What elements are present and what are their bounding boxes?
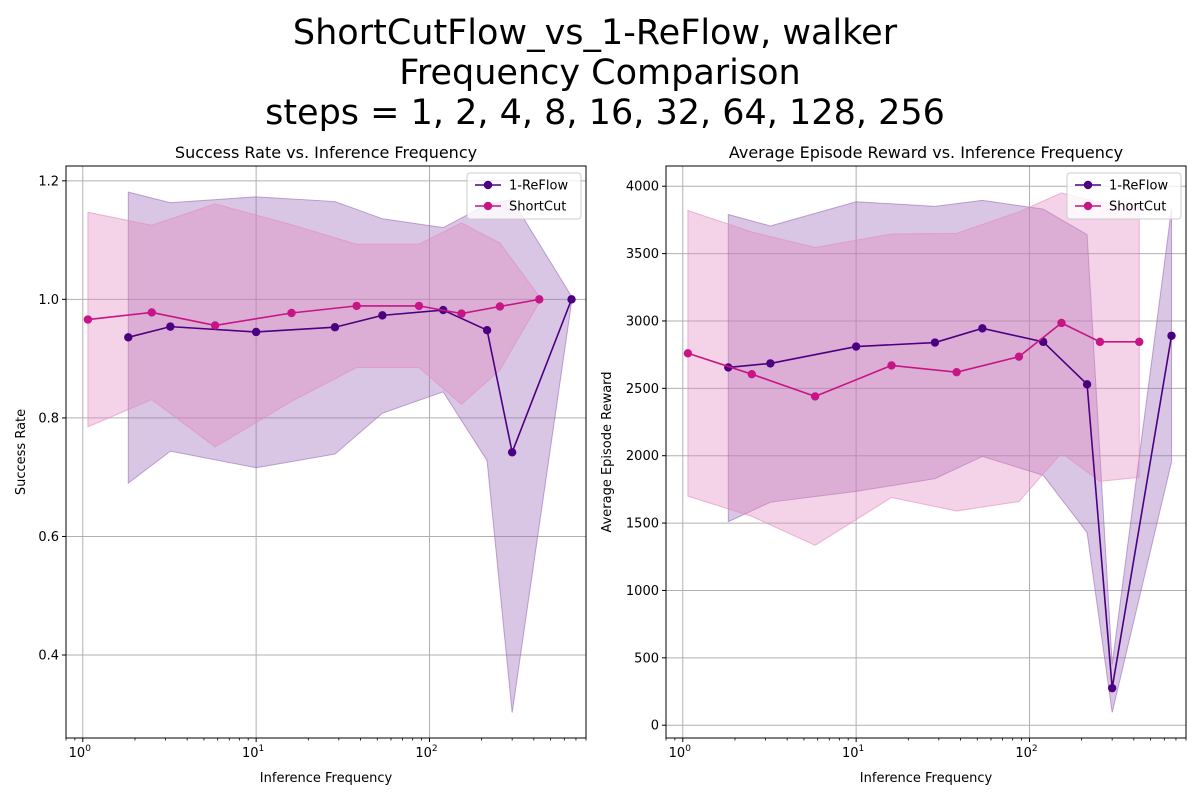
band-shortcut	[687, 192, 1140, 546]
x-tick-exponent: 1	[859, 744, 865, 754]
y-tick-label: 1.2	[38, 174, 59, 189]
legend-label-reflow: 1-ReFlow	[1109, 179, 1168, 194]
axes-frame	[665, 165, 1187, 739]
x-tick-label: 100	[69, 744, 92, 761]
point-shortcut	[83, 315, 93, 324]
point-reflow	[507, 448, 517, 457]
point-shortcut	[495, 302, 505, 311]
x-tick-base: 10	[669, 746, 686, 761]
point-reflow	[378, 311, 387, 320]
point-reflow	[251, 327, 261, 337]
legend-marker-reflow	[1083, 180, 1093, 190]
y-tick-label: 0	[651, 719, 659, 734]
point-reflow	[482, 325, 492, 335]
y-tick-label: 1000	[626, 584, 659, 599]
y-tick-label: 0.4	[38, 649, 59, 664]
y-tick-label: 2000	[626, 449, 659, 464]
point-shortcut	[1057, 318, 1066, 328]
x-axis-label: Inference Frequency	[260, 771, 393, 786]
legend-marker-reflow	[483, 180, 493, 190]
point-shortcut	[683, 349, 693, 358]
point-reflow	[766, 359, 775, 368]
point-reflow	[1107, 683, 1117, 693]
point-shortcut	[535, 295, 544, 304]
point-shortcut	[457, 309, 466, 318]
point-reflow	[851, 342, 861, 351]
legend-marker-shortcut	[483, 201, 493, 211]
point-reflow	[330, 323, 340, 332]
y-tick-label: 1.0	[38, 293, 59, 308]
point-shortcut	[1014, 352, 1024, 361]
y-axis-label: Success Rate	[14, 409, 29, 495]
x-tick-base: 10	[242, 746, 259, 761]
x-tick-exponent: 1	[259, 744, 265, 754]
point-shortcut	[1095, 337, 1105, 347]
point-shortcut	[352, 301, 361, 311]
point-reflow	[930, 338, 940, 347]
point-reflow	[166, 322, 175, 331]
x-tick-exponent: 2	[432, 744, 438, 754]
y-tick-label: 2500	[626, 382, 659, 397]
y-tick-label: 0.8	[38, 411, 59, 426]
y-tick-label: 3000	[626, 314, 659, 329]
point-shortcut	[952, 367, 961, 377]
point-reflow	[124, 333, 133, 342]
plot-area	[683, 192, 1176, 713]
point-reflow	[1167, 331, 1176, 340]
point-shortcut	[1135, 337, 1144, 347]
point-shortcut	[210, 321, 220, 330]
point-shortcut	[887, 361, 896, 370]
x-tick-base: 10	[1015, 746, 1032, 761]
suptitle-line-2: Frequency Comparison	[399, 53, 801, 93]
band-reflow	[727, 199, 1173, 713]
axes-frame	[65, 165, 587, 739]
chart-title: Average Episode Reward vs. Inference Fre…	[729, 143, 1123, 162]
y-axis-label: Average Episode Reward	[600, 371, 615, 532]
x-tick-exponent: 0	[85, 744, 91, 754]
point-reflow	[1082, 380, 1092, 389]
chart-title: Success Rate vs. Inference Frequency	[175, 143, 477, 162]
point-reflow	[978, 324, 987, 333]
point-shortcut	[147, 308, 156, 317]
x-tick-label: 102	[415, 744, 437, 761]
y-tick-label: 3500	[626, 247, 659, 262]
y-tick-label: 1500	[626, 517, 659, 532]
y-tick-label: 4000	[626, 180, 659, 195]
point-shortcut	[747, 369, 756, 379]
x-tick-label: 102	[1015, 744, 1037, 761]
point-reflow	[567, 295, 576, 304]
legend-label-reflow: 1-ReFlow	[509, 179, 568, 194]
plot-area	[83, 191, 576, 713]
legend-marker-shortcut	[1083, 201, 1093, 211]
x-tick-base: 10	[842, 746, 859, 761]
x-tick-label: 100	[669, 744, 692, 761]
legend-label-shortcut: ShortCut	[1109, 200, 1166, 215]
point-shortcut	[810, 392, 820, 401]
x-axis-label: Inference Frequency	[860, 771, 993, 786]
suptitle-line-1: ShortCutFlow_vs_1-ReFlow, walker	[293, 13, 898, 53]
x-tick-base: 10	[69, 746, 86, 761]
point-shortcut	[414, 301, 424, 311]
legend-label-shortcut: ShortCut	[509, 200, 566, 215]
x-tick-label: 101	[242, 744, 264, 761]
suptitle-line-3: steps = 1, 2, 4, 8, 16, 32, 64, 128, 256	[265, 93, 945, 133]
x-tick-exponent: 2	[1032, 744, 1038, 754]
y-tick-label: 0.6	[38, 530, 59, 545]
x-tick-exponent: 0	[685, 744, 691, 754]
x-tick-label: 101	[842, 744, 864, 761]
point-shortcut	[287, 308, 296, 318]
x-tick-base: 10	[415, 746, 432, 761]
y-tick-label: 500	[634, 651, 659, 666]
